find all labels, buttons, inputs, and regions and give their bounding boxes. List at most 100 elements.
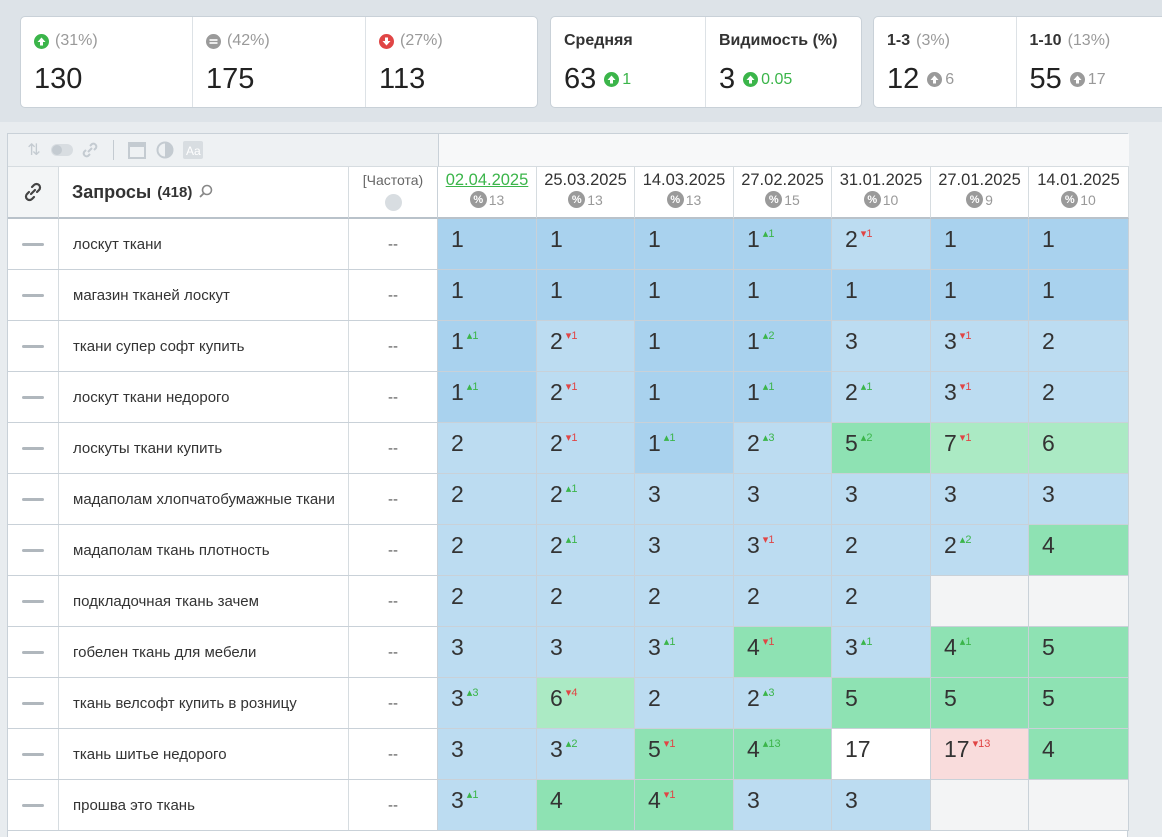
row-link-toggle[interactable]	[8, 321, 59, 371]
position-cell[interactable]: 2	[832, 525, 931, 575]
row-link-toggle[interactable]	[8, 678, 59, 728]
row-link-toggle[interactable]	[8, 423, 59, 473]
date-column-header[interactable]: 27.01.2025% 9	[931, 167, 1029, 219]
position-cell[interactable]: 1 ▴1	[734, 219, 832, 269]
position-cell[interactable]: 5	[832, 678, 931, 728]
date-label[interactable]: 31.01.2025	[839, 171, 923, 189]
query-text[interactable]: лоскут ткани недорого	[59, 372, 349, 422]
date-column-header[interactable]: 25.03.2025% 13	[537, 167, 635, 219]
position-cell[interactable]: 3 ▴2	[537, 729, 635, 779]
position-cell[interactable]: 2 ▾1	[537, 423, 635, 473]
query-text[interactable]: подкладочная ткань зачем	[59, 576, 349, 626]
stat-unchanged[interactable]: (42%) 175	[193, 17, 366, 107]
position-cell[interactable]: 3 ▴1	[438, 780, 537, 830]
position-cell[interactable]: 3	[1029, 474, 1129, 524]
stat-top3[interactable]: 1-3 (3%) 12 6	[874, 17, 1017, 107]
stat-improved[interactable]: (31%) 130	[21, 17, 193, 107]
position-cell[interactable]: 1 ▴1	[438, 321, 537, 371]
position-cell[interactable]: 2 ▴1	[832, 372, 931, 422]
position-cell[interactable]: 3 ▴1	[635, 627, 734, 677]
position-cell[interactable]: 1	[537, 270, 635, 320]
frequency-column-header[interactable]: [Частота)	[349, 167, 438, 219]
calendar-icon[interactable]	[123, 136, 151, 164]
query-text[interactable]: лоскуты ткани купить	[59, 423, 349, 473]
stat-top10[interactable]: 1-10 (13%) 55 17	[1017, 17, 1162, 107]
date-label[interactable]: 14.03.2025	[642, 171, 726, 189]
text-format-icon[interactable]: Aa	[179, 136, 207, 164]
position-cell[interactable]: 1	[537, 219, 635, 269]
query-text[interactable]: ткань шитье недорого	[59, 729, 349, 779]
position-cell[interactable]: 17 ▾13	[931, 729, 1029, 779]
position-cell[interactable]: 1 ▴2	[734, 321, 832, 371]
queries-column-header[interactable]: Запросы (418)	[59, 167, 349, 219]
sort-icon[interactable]: ⇅	[27, 142, 41, 159]
position-cell[interactable]: 2 ▾1	[537, 321, 635, 371]
position-cell[interactable]: 1	[734, 270, 832, 320]
position-cell[interactable]: 2	[537, 576, 635, 626]
row-link-toggle[interactable]	[8, 474, 59, 524]
search-icon[interactable]	[198, 184, 214, 200]
position-cell[interactable]: 5	[931, 678, 1029, 728]
position-cell[interactable]: 4 ▾1	[635, 780, 734, 830]
position-cell[interactable]	[1029, 576, 1129, 626]
position-cell[interactable]: 2	[1029, 372, 1129, 422]
position-cell[interactable]: 4 ▾1	[734, 627, 832, 677]
stat-visibility[interactable]: Видимость (%) 3 0.05	[706, 17, 861, 107]
position-cell[interactable]: 2	[734, 576, 832, 626]
position-cell[interactable]: 4	[537, 780, 635, 830]
position-cell[interactable]	[1029, 780, 1129, 830]
date-label[interactable]: 27.01.2025	[938, 171, 1021, 189]
position-cell[interactable]: 2 ▴2	[931, 525, 1029, 575]
position-cell[interactable]: 3	[438, 627, 537, 677]
position-cell[interactable]: 7 ▾1	[931, 423, 1029, 473]
position-cell[interactable]: 1	[832, 270, 931, 320]
position-cell[interactable]: 3	[734, 474, 832, 524]
date-column-header[interactable]: 31.01.2025% 10	[832, 167, 931, 219]
row-link-toggle[interactable]	[8, 525, 59, 575]
position-cell[interactable]: 3 ▴3	[438, 678, 537, 728]
query-text[interactable]: ткань велсофт купить в розницу	[59, 678, 349, 728]
date-label[interactable]: 27.02.2025	[741, 171, 824, 189]
position-cell[interactable]: 1 ▴1	[438, 372, 537, 422]
position-cell[interactable]: 3	[537, 627, 635, 677]
position-cell[interactable]: 2	[438, 423, 537, 473]
row-link-toggle[interactable]	[8, 729, 59, 779]
position-cell[interactable]: 5	[1029, 627, 1129, 677]
row-link-toggle[interactable]	[8, 372, 59, 422]
position-cell[interactable]: 2	[438, 576, 537, 626]
position-cell[interactable]: 2	[635, 678, 734, 728]
position-cell[interactable]: 1	[635, 270, 734, 320]
position-cell[interactable]: 17	[832, 729, 931, 779]
date-label[interactable]: 25.03.2025	[544, 171, 627, 189]
position-cell[interactable]: 2 ▾1	[537, 372, 635, 422]
query-text[interactable]: мадаполам ткань плотность	[59, 525, 349, 575]
position-cell[interactable]: 3 ▾1	[931, 321, 1029, 371]
date-label[interactable]: 02.04.2025	[445, 171, 529, 189]
position-cell[interactable]: 4 ▴1	[931, 627, 1029, 677]
toggle-icon[interactable]	[48, 136, 76, 164]
position-cell[interactable]: 2	[635, 576, 734, 626]
position-cell[interactable]: 4	[1029, 525, 1129, 575]
position-cell[interactable]: 6	[1029, 423, 1129, 473]
position-cell[interactable]: 1	[931, 219, 1029, 269]
date-column-header[interactable]: 27.02.2025% 15	[734, 167, 832, 219]
position-cell[interactable]: 3	[438, 729, 537, 779]
row-link-toggle[interactable]	[8, 780, 59, 830]
link-icon[interactable]	[76, 136, 104, 164]
position-cell[interactable]: 3 ▾1	[734, 525, 832, 575]
position-cell[interactable]: 5	[1029, 678, 1129, 728]
position-cell[interactable]: 1	[635, 372, 734, 422]
position-cell[interactable]: 1 ▴1	[635, 423, 734, 473]
position-cell[interactable]: 3	[635, 525, 734, 575]
position-cell[interactable]: 2	[832, 576, 931, 626]
row-link-toggle[interactable]	[8, 627, 59, 677]
date-column-header[interactable]: 14.03.2025% 13	[635, 167, 734, 219]
position-cell[interactable]: 3	[832, 474, 931, 524]
position-cell[interactable]: 2 ▴3	[734, 678, 832, 728]
position-cell[interactable]: 3 ▴1	[832, 627, 931, 677]
stat-worsened[interactable]: (27%) 113	[366, 17, 537, 107]
query-text[interactable]: магазин тканей лоскут	[59, 270, 349, 320]
position-cell[interactable]: 2 ▾1	[832, 219, 931, 269]
row-link-toggle[interactable]	[8, 219, 59, 269]
query-text[interactable]: мадаполам хлопчатобумажные ткани	[59, 474, 349, 524]
